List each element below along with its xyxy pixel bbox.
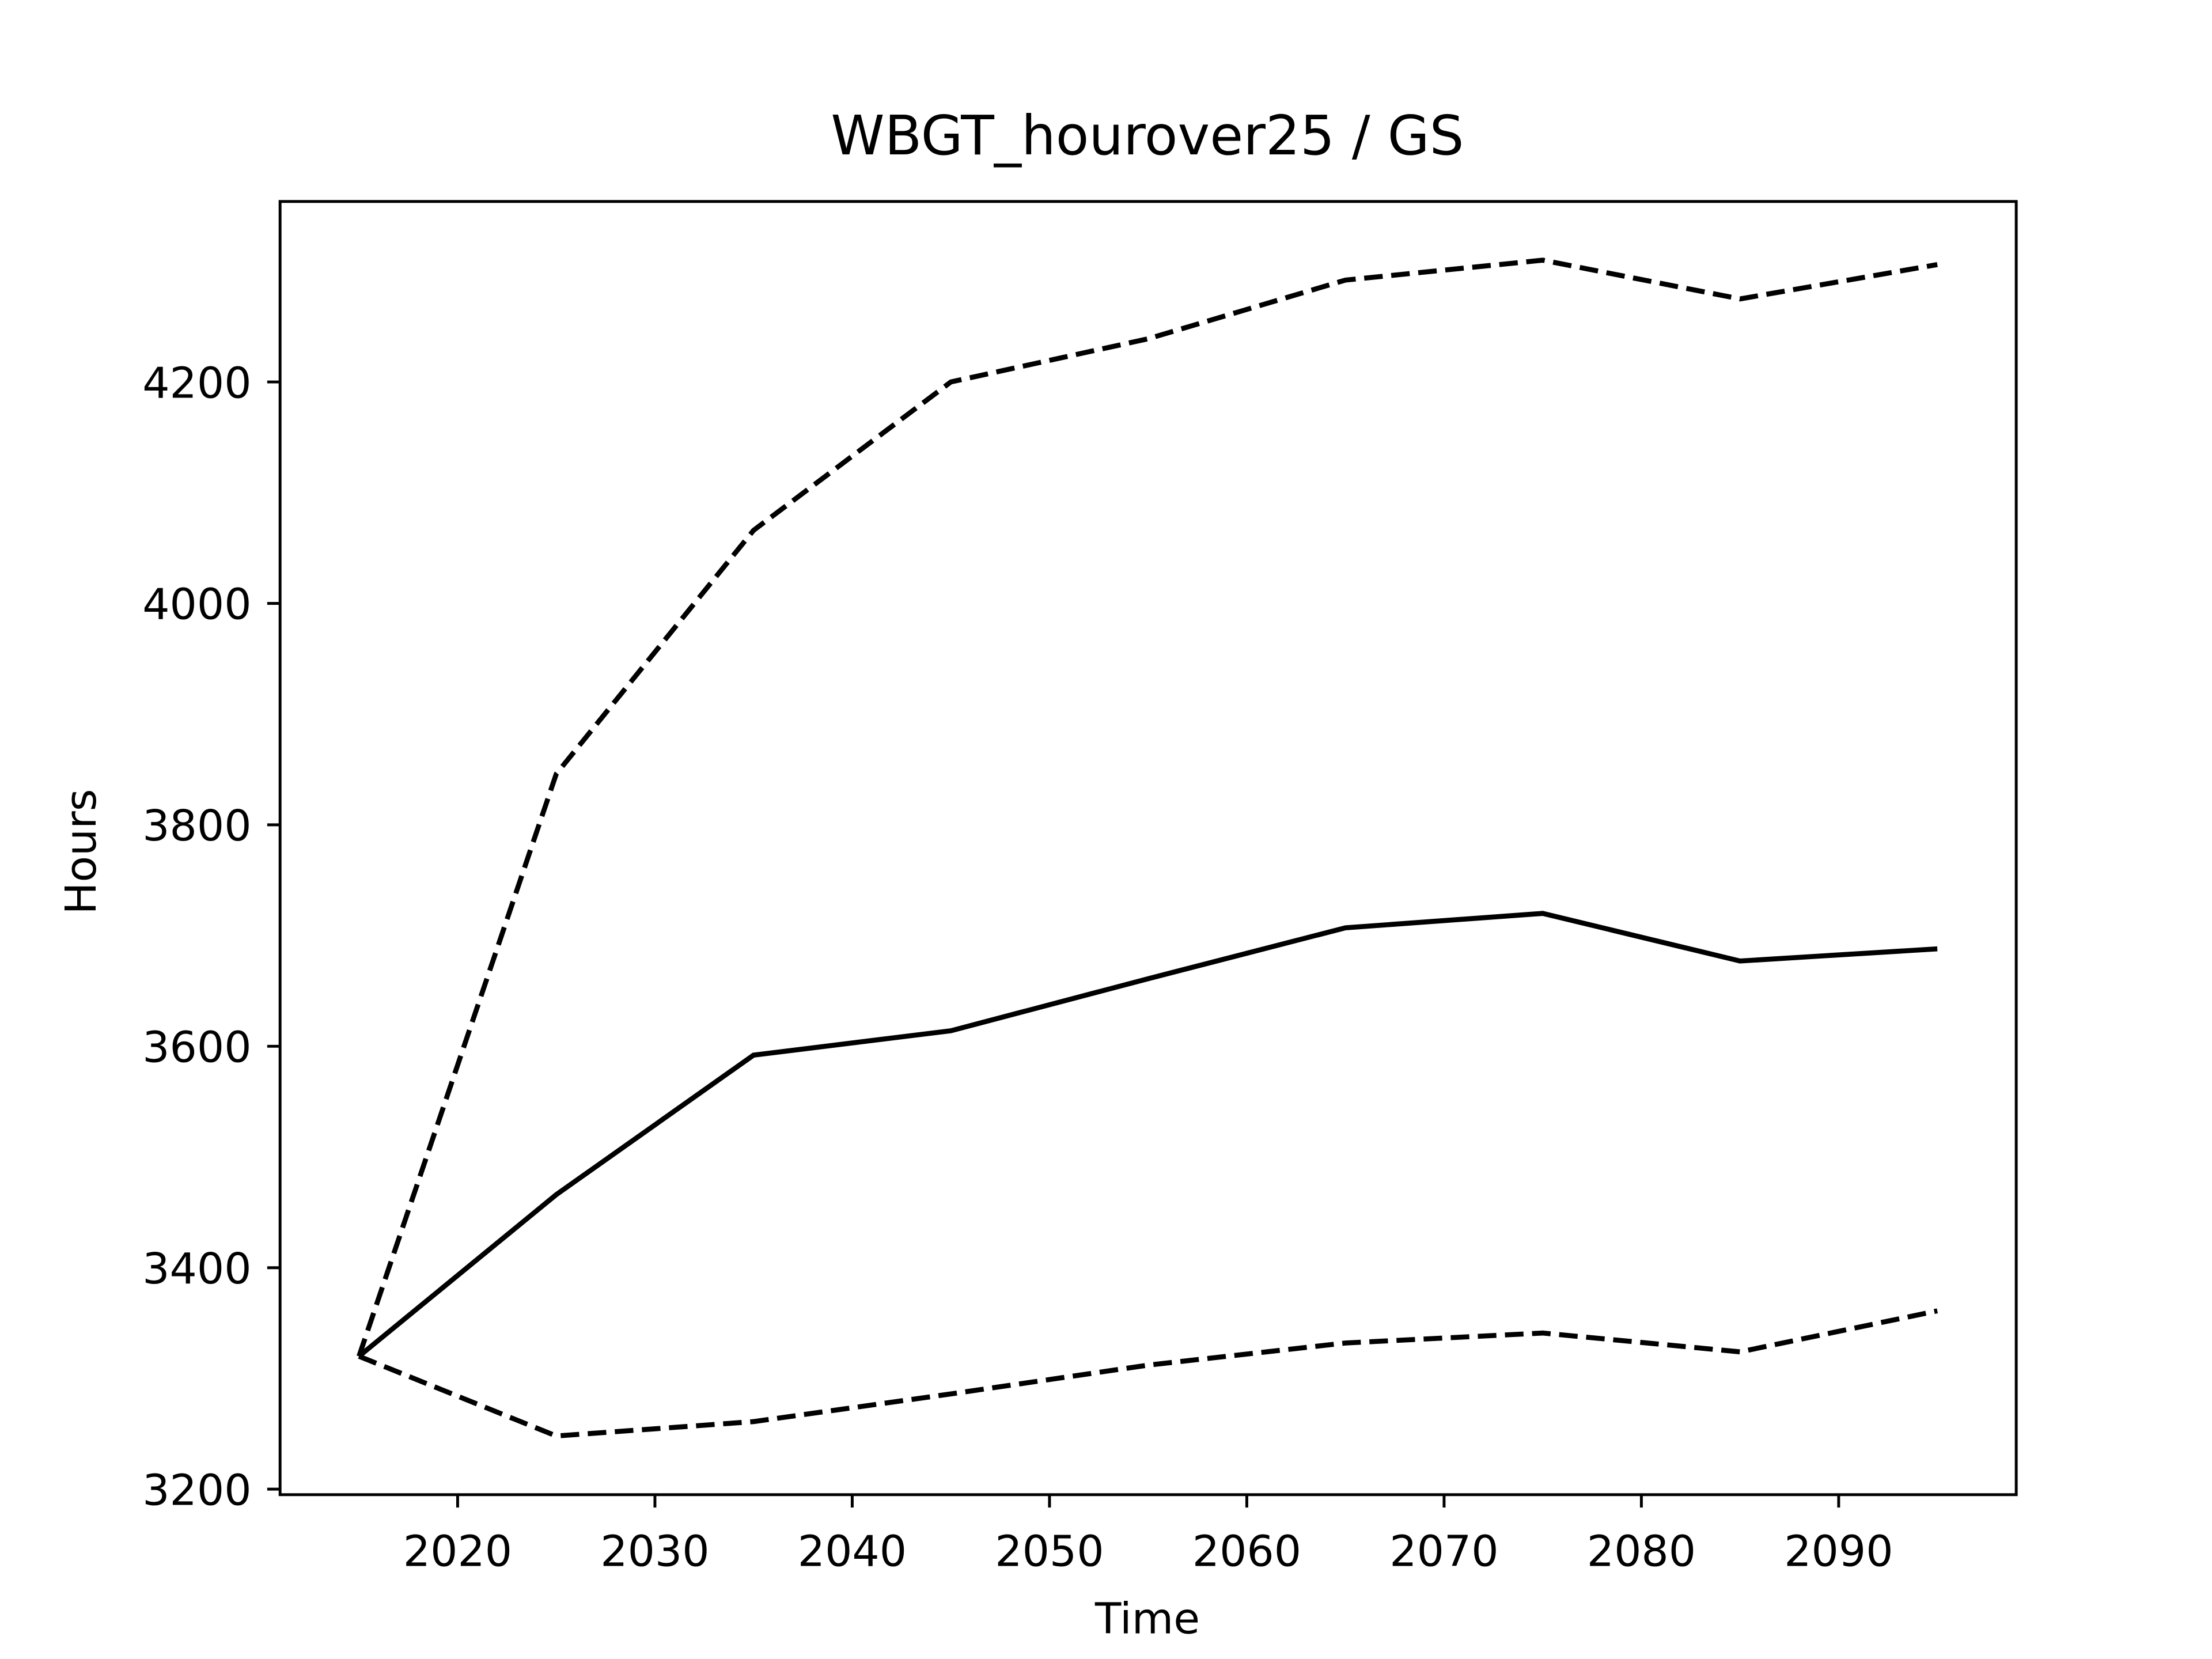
y-tick-label: 4200 <box>142 358 251 408</box>
y-tick-label: 3800 <box>142 801 251 851</box>
x-tick-label: 2070 <box>1389 1527 1498 1577</box>
data-line <box>357 911 1938 1358</box>
data-line <box>358 1308 1938 1439</box>
chart-title: WBGT_hourover25 / GS <box>831 105 1464 168</box>
y-axis-label: Hours <box>56 789 106 914</box>
data-line <box>357 257 1938 1357</box>
x-tick-label: 2050 <box>995 1527 1104 1577</box>
y-tick-label: 3400 <box>142 1244 251 1294</box>
plot-frame <box>278 200 2018 1497</box>
y-tick-label: 3600 <box>142 1022 251 1073</box>
x-tick-label: 2020 <box>403 1527 512 1577</box>
x-tick-label: 2040 <box>798 1527 907 1577</box>
x-tick-label: 2030 <box>600 1527 709 1577</box>
y-tick-label: 4000 <box>142 579 251 630</box>
x-tick-label: 2060 <box>1192 1527 1301 1577</box>
x-tick-label: 2080 <box>1587 1527 1696 1577</box>
y-tick-label: 3200 <box>142 1465 251 1515</box>
x-tick-label: 2090 <box>1784 1527 1893 1577</box>
x-axis-label: Time <box>1094 1593 1200 1643</box>
